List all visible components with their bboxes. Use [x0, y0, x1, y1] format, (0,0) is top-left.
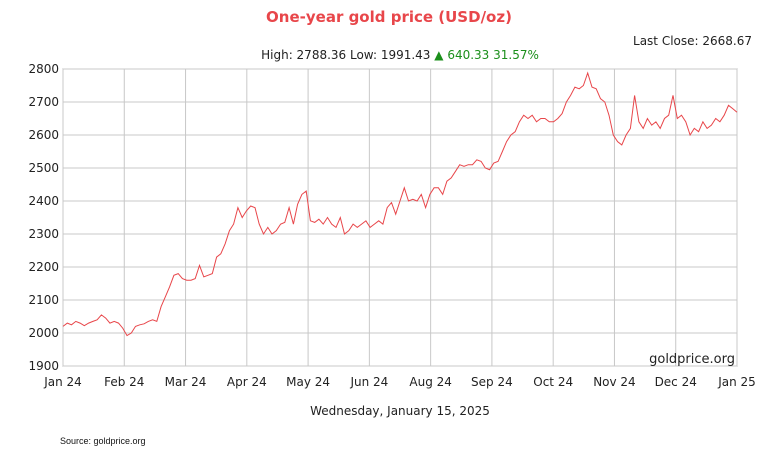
last-close: Last Close: 2668.67 [633, 34, 752, 48]
y-tick-label: 2300 [28, 227, 59, 241]
y-tick-label: 1900 [28, 359, 59, 373]
change-text: ▲ 640.33 31.57% [434, 48, 539, 62]
source-text: Source: goldprice.org [60, 436, 146, 446]
x-tick-label: Jan 24 [43, 375, 82, 389]
y-tick-label: 2400 [28, 194, 59, 208]
x-tick-label: Oct 24 [533, 375, 573, 389]
x-axis: Jan 24 Feb 24 Mar 24 Apr 24 May 24 Jun 24 Aug … [43, 375, 756, 389]
price-series-line [62, 71, 738, 337]
x-tick-label: Feb 24 [104, 375, 144, 389]
current-date: Wednesday, January 15, 2025 [310, 404, 490, 418]
y-tick-label: 2800 [28, 62, 59, 76]
y-tick-label: 2100 [28, 293, 59, 307]
y-tick-label: 2600 [28, 128, 59, 142]
x-tick-label: Aug 24 [409, 375, 452, 389]
price-stats: High: 2788.36 Low: 1991.43 ▲ 640.33 31.5… [0, 48, 778, 62]
watermark-text: goldprice.org [649, 352, 735, 367]
x-tick-label: May 24 [286, 375, 330, 389]
x-tick-label: Dec 24 [655, 375, 697, 389]
y-tick-label: 2200 [28, 260, 59, 274]
x-tick-label: Sep 24 [471, 375, 513, 389]
plot-frame [62, 68, 738, 367]
x-tick-label: Apr 24 [227, 375, 267, 389]
x-tick-label: Jan 25 [717, 375, 756, 389]
chart-title: One-year gold price (USD/oz) [266, 8, 512, 26]
x-tick-label: Jun 24 [349, 375, 388, 389]
high-low-text: High: 2788.36 Low: 1991.43 [261, 48, 431, 62]
x-tick-label: Mar 24 [165, 375, 207, 389]
y-tick-label: 2700 [28, 95, 59, 109]
y-tick-label: 2000 [28, 326, 59, 340]
y-axis: 1900 2000 2100 2200 2300 2400 2500 2600 2700 2800 [28, 62, 59, 373]
x-tick-label: Nov 24 [593, 375, 636, 389]
grid [62, 68, 738, 367]
y-tick-label: 2500 [28, 161, 59, 175]
